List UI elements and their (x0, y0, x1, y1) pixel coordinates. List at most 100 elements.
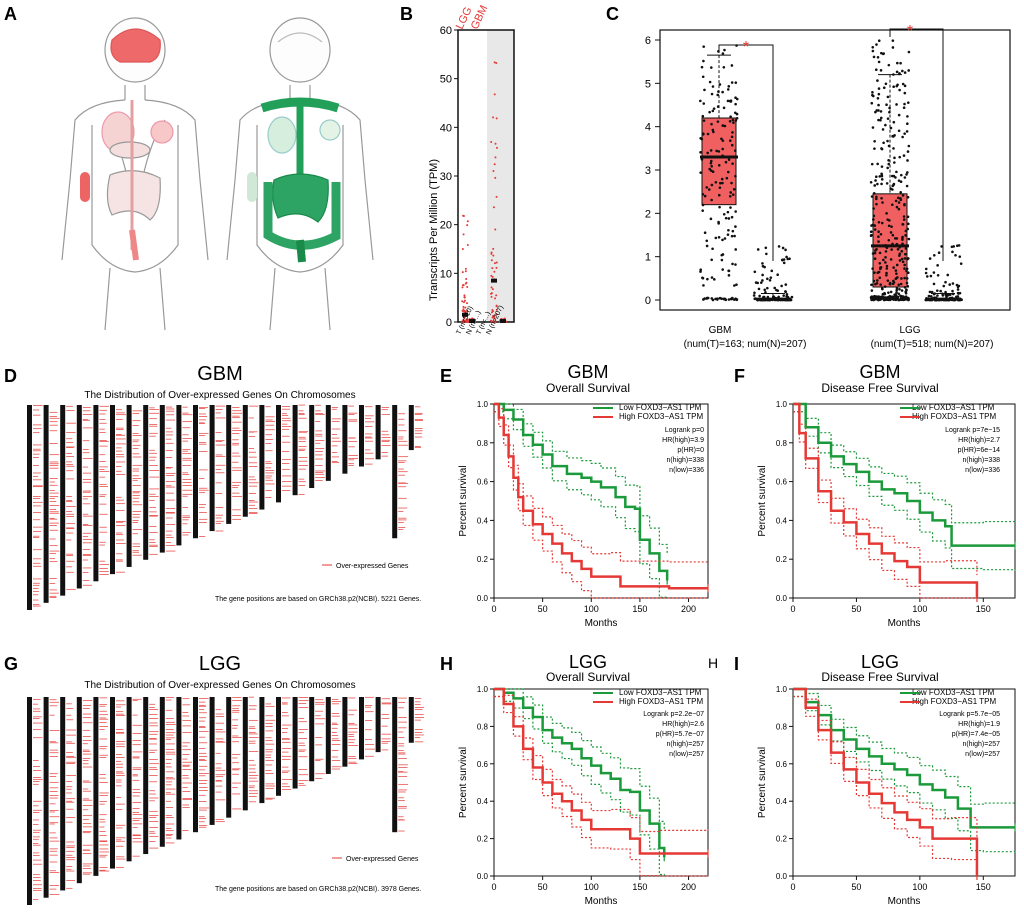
data-point (702, 132, 705, 136)
data-point (710, 276, 714, 279)
y-tick-label: 50 (440, 74, 452, 86)
data-point (873, 147, 876, 150)
chromosome (159, 405, 165, 553)
x-tick-label: 0 (491, 604, 496, 614)
data-point (898, 88, 901, 92)
data-point (902, 218, 906, 221)
median-mark (500, 319, 506, 324)
data-point (706, 132, 710, 136)
stat-line: p(HR)=0 (677, 447, 704, 454)
data-point (461, 286, 464, 289)
data-point (951, 282, 955, 285)
data-point (877, 230, 880, 233)
data-point (876, 271, 880, 275)
data-point (727, 269, 730, 273)
data-point (466, 309, 469, 312)
data-point (699, 171, 702, 174)
y-tick-label: 10 (440, 268, 452, 280)
panel-f: F GBM Disease Free Survival Low FOXD3−AS… (734, 362, 1016, 629)
chromosome (242, 697, 248, 811)
panel-letter: I (734, 654, 739, 674)
data-point (706, 296, 710, 300)
data-point (734, 248, 738, 251)
data-point (880, 178, 884, 181)
data-point (901, 135, 904, 139)
legend-low: Low FOXD3−AS1 TPM (912, 403, 995, 412)
chromosome (226, 697, 232, 818)
data-point (775, 288, 778, 292)
data-point (900, 289, 904, 292)
data-point (717, 222, 720, 225)
stat-line: n(low)=336 (669, 467, 704, 474)
data-point (708, 167, 711, 171)
data-point (902, 106, 906, 110)
median-mark (469, 319, 475, 324)
data-point (734, 119, 738, 122)
data-point (903, 203, 906, 207)
data-point (701, 75, 705, 79)
stat-line: n(high)=257 (962, 741, 1000, 748)
y-tick-label: 0.6 (776, 760, 788, 769)
data-point (876, 182, 879, 186)
data-point (718, 83, 722, 86)
panel-letter: A (4, 4, 17, 24)
chromosome (60, 405, 66, 596)
stat-line: HR(high)=3.9 (662, 437, 704, 444)
data-point (712, 130, 715, 134)
data-point (875, 202, 878, 206)
data-point (895, 103, 898, 106)
data-point (703, 88, 706, 92)
chromosome (27, 697, 32, 905)
data-point (734, 210, 737, 213)
data-point (894, 199, 898, 203)
data-point (900, 277, 903, 280)
plot-frame (792, 688, 1016, 877)
data-point (905, 173, 908, 176)
median-mark (491, 278, 497, 283)
data-point (714, 236, 718, 240)
panel-i: I LGG Disease Free Survival Low FOXD3−AS… (734, 652, 1016, 907)
km-title: GBM (567, 362, 608, 382)
data-point (898, 72, 901, 76)
data-point (702, 102, 706, 105)
significance-star: * (907, 23, 913, 40)
data-point (907, 50, 911, 54)
data-point (702, 119, 706, 122)
data-point (891, 282, 895, 286)
panel-letter: C (606, 4, 619, 24)
data-point (463, 294, 466, 297)
data-point (734, 297, 737, 300)
data-point (768, 278, 772, 282)
data-point (881, 128, 885, 131)
data-point (904, 229, 908, 233)
y-tick-label: 40 (440, 122, 452, 134)
data-point (893, 161, 896, 164)
data-point (924, 271, 928, 275)
x-axis-label: Months (888, 618, 921, 629)
data-point (728, 194, 732, 198)
x-tick-label: 150 (976, 604, 991, 614)
legend-label: Over-expressed Genes (346, 856, 419, 863)
data-point (703, 194, 707, 198)
data-point (776, 273, 779, 276)
chromosome (209, 405, 215, 532)
data-point (957, 292, 960, 295)
chromosome (43, 405, 49, 603)
data-point (731, 162, 734, 165)
data-point (891, 233, 895, 237)
data-point (708, 110, 711, 114)
data-point (710, 66, 713, 69)
data-point (701, 114, 705, 118)
data-point (904, 247, 908, 250)
data-point (730, 215, 734, 219)
chromosome (359, 697, 364, 760)
data-point (905, 130, 909, 133)
data-point (493, 270, 496, 273)
data-point (936, 264, 939, 267)
data-point (888, 106, 891, 110)
data-point (494, 176, 497, 179)
data-point (957, 284, 961, 288)
data-point (752, 294, 756, 297)
x-axis-label: Months (888, 896, 921, 907)
